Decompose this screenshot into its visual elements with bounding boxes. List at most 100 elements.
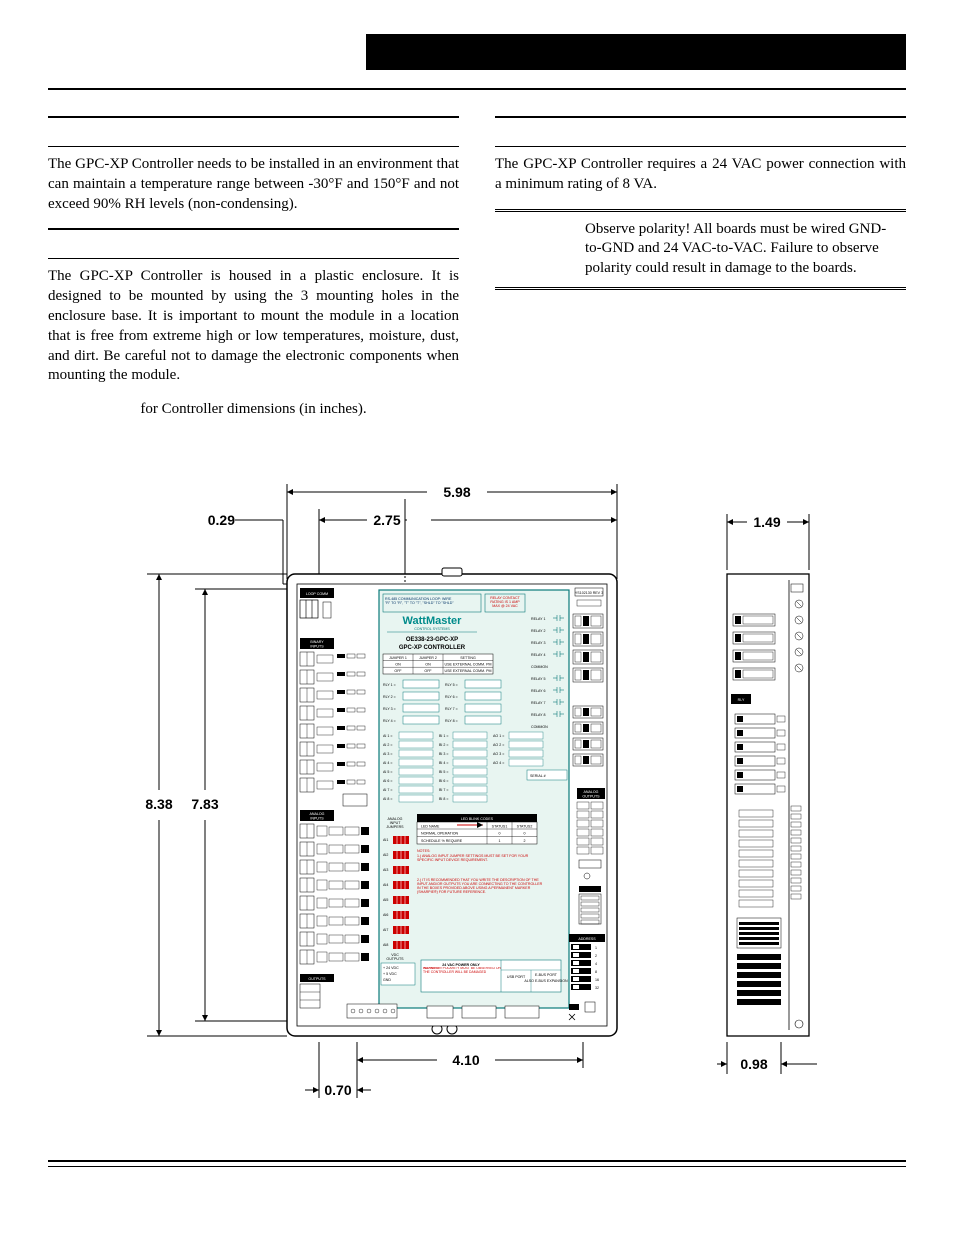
svg-text:AI3: AI3 — [383, 868, 388, 872]
header-black-box — [366, 34, 906, 70]
svg-text:+ 5 VDC: + 5 VDC — [383, 972, 397, 976]
svg-text:JUMPER 2: JUMPER 2 — [419, 656, 437, 660]
svg-text:2: 2 — [524, 839, 526, 843]
svg-text:RELAY 2: RELAY 2 — [531, 629, 545, 633]
dim-mounting-hole-x: 0.29 — [208, 512, 235, 528]
svg-text:SCHEDULE % REQUIRE: SCHEDULE % REQUIRE — [421, 839, 463, 843]
svg-text:OFF: OFF — [424, 669, 432, 673]
dim-width-full: 5.98 — [443, 484, 470, 500]
dim-width-mid: 2.75 — [373, 512, 400, 528]
svg-text:32: 32 — [595, 986, 599, 990]
svg-text:BI 5 =: BI 5 = — [439, 770, 449, 774]
svg-text:1: 1 — [595, 946, 597, 950]
svg-text:STATUS1: STATUS1 — [492, 824, 508, 828]
svg-text:AI6: AI6 — [383, 913, 388, 917]
svg-text:AI 6 =: AI 6 = — [383, 779, 393, 783]
figure-wrap: 5.98 2.75 0.29 — [48, 474, 906, 1114]
svg-text:USE EXTERNAL COMM. PM: USE EXTERNAL COMM. PM — [445, 663, 492, 667]
svg-text:MAX @ 24 VAC: MAX @ 24 VAC — [492, 604, 518, 608]
svg-text:RLY 4 =: RLY 4 = — [383, 719, 396, 723]
svg-text:RLY 2 =: RLY 2 = — [383, 695, 396, 699]
environment-paragraph: The GPC-XP Controller needs to be instal… — [48, 155, 459, 214]
dim-side-width: 1.49 — [753, 514, 780, 530]
svg-text:AI7: AI7 — [383, 928, 388, 932]
notes-block: NOTES: 1.) ANALOG INPUT JUMPER SETTINGS … — [417, 849, 545, 922]
svg-text:16: 16 — [595, 978, 599, 982]
bottom-connectors — [347, 1004, 539, 1018]
svg-text:RLY: RLY — [738, 698, 745, 702]
svg-text:RLY 1 =: RLY 1 = — [383, 683, 396, 687]
svg-text:BI 1 =: BI 1 = — [439, 734, 449, 738]
svg-text:AO 2 =: AO 2 = — [493, 743, 504, 747]
svg-text:AI 4 =: AI 4 = — [383, 761, 393, 765]
svg-text:INPUTS: INPUTS — [310, 644, 324, 648]
svg-text:BI 6 =: BI 6 = — [439, 779, 449, 783]
svg-text:OUTPUTS: OUTPUTS — [386, 957, 404, 961]
controller-dimensions-figure: 5.98 2.75 0.29 — [87, 474, 867, 1114]
side-view: RLY — [727, 574, 809, 1036]
caution-box: Observe polarity! All boards must be wir… — [495, 209, 906, 290]
svg-text:RELAY 1: RELAY 1 — [531, 617, 545, 621]
svg-text:OUTPUTS: OUTPUTS — [582, 794, 600, 798]
svg-text:AI4: AI4 — [383, 883, 388, 887]
svg-text:BI 7 =: BI 7 = — [439, 788, 449, 792]
svg-text:YS102130 REV 3: YS102130 REV 3 — [575, 591, 603, 595]
svg-text:ON: ON — [395, 663, 401, 667]
svg-text:OFF: OFF — [394, 669, 402, 673]
svg-text:RLY 3 =: RLY 3 = — [383, 707, 396, 711]
svg-text:RELAY 8: RELAY 8 — [531, 713, 545, 717]
svg-text:COMMON: COMMON — [531, 665, 548, 669]
svg-text:AI 5 =: AI 5 = — [383, 770, 393, 774]
svg-text:0: 0 — [499, 831, 501, 835]
svg-text:BI 8 =: BI 8 = — [439, 797, 449, 801]
svg-text:AI2: AI2 — [383, 853, 388, 857]
dim-bottom-width: 4.10 — [452, 1052, 479, 1068]
svg-text:CONTROL SYSTEMS: CONTROL SYSTEMS — [414, 627, 450, 631]
svg-text:ANALOG: ANALOG — [310, 812, 325, 816]
svg-text:AO 3 =: AO 3 = — [493, 752, 504, 756]
svg-text:USE EXTERNAL COMM. PM: USE EXTERNAL COMM. PM — [445, 669, 492, 673]
svg-text:AO 1 =: AO 1 = — [493, 734, 504, 738]
header-rule — [48, 88, 906, 90]
svg-text:AI8: AI8 — [383, 943, 388, 947]
dim-side-depth: 0.98 — [740, 1056, 767, 1072]
mounting-paragraph: The GPC-XP Controller is housed in a pla… — [48, 267, 459, 386]
svg-text:1: 1 — [499, 839, 501, 843]
svg-text:BI 4 =: BI 4 = — [439, 761, 449, 765]
svg-text:BI 3 =: BI 3 = — [439, 752, 449, 756]
header-strip — [48, 34, 906, 82]
svg-text:RELAY 6: RELAY 6 — [531, 689, 545, 693]
svg-text:AI 8 =: AI 8 = — [383, 797, 393, 801]
caution-text: Observe polarity! All boards must be wir… — [585, 220, 902, 279]
svg-text:GND: GND — [383, 978, 391, 982]
svg-text:4: 4 — [595, 962, 597, 966]
svg-text:BI 2 =: BI 2 = — [439, 743, 449, 747]
svg-text:ALSO E-BUS EXPANSION: ALSO E-BUS EXPANSION — [524, 979, 568, 983]
svg-text:NORMAL OPERATION: NORMAL OPERATION — [421, 831, 459, 835]
svg-text:AI 3 =: AI 3 = — [383, 752, 393, 756]
svg-text:+ 24 VDC: + 24 VDC — [383, 966, 399, 970]
svg-text:AI5: AI5 — [383, 898, 388, 902]
brand-name: WattMaster — [403, 615, 463, 627]
dim-bottom-offset: 0.70 — [324, 1082, 351, 1098]
svg-text:0: 0 — [524, 831, 526, 835]
svg-text:"R" TO "R", "T" TO "T", "SHLD": "R" TO "R", "T" TO "T", "SHLD" TO "SHLD" — [385, 601, 454, 605]
svg-text:RELAY 5: RELAY 5 — [531, 677, 545, 681]
svg-text:RLY 6 =: RLY 6 = — [445, 695, 458, 699]
svg-text:RLY 5 =: RLY 5 = — [445, 683, 458, 687]
svg-text:AI 1 =: AI 1 = — [383, 734, 393, 738]
svg-text:JUMPER 1: JUMPER 1 — [389, 656, 407, 660]
left-column: The GPC-XP Controller needs to be instal… — [48, 116, 459, 434]
svg-text:AI1: AI1 — [383, 838, 388, 842]
svg-text:JUMPERS: JUMPERS — [386, 825, 404, 829]
label-panel: RS-485 COMMUNICATION LOOP: WIRE "R" TO "… — [379, 590, 569, 1008]
svg-text:OUTPUTS: OUTPUTS — [308, 977, 326, 981]
footer-rules — [48, 1160, 906, 1167]
right-column: The GPC-XP Controller requires a 24 VAC … — [495, 116, 906, 434]
svg-text:COMMON: COMMON — [531, 725, 548, 729]
dim-height-full: 8.38 — [145, 796, 172, 812]
svg-text:INPUTS: INPUTS — [310, 816, 324, 820]
svg-text:LED BLINK CODES: LED BLINK CODES — [461, 817, 494, 821]
svg-text:BINARY: BINARY — [310, 640, 324, 644]
svg-text:GPC-XP CONTROLLER: GPC-XP CONTROLLER — [399, 645, 466, 651]
